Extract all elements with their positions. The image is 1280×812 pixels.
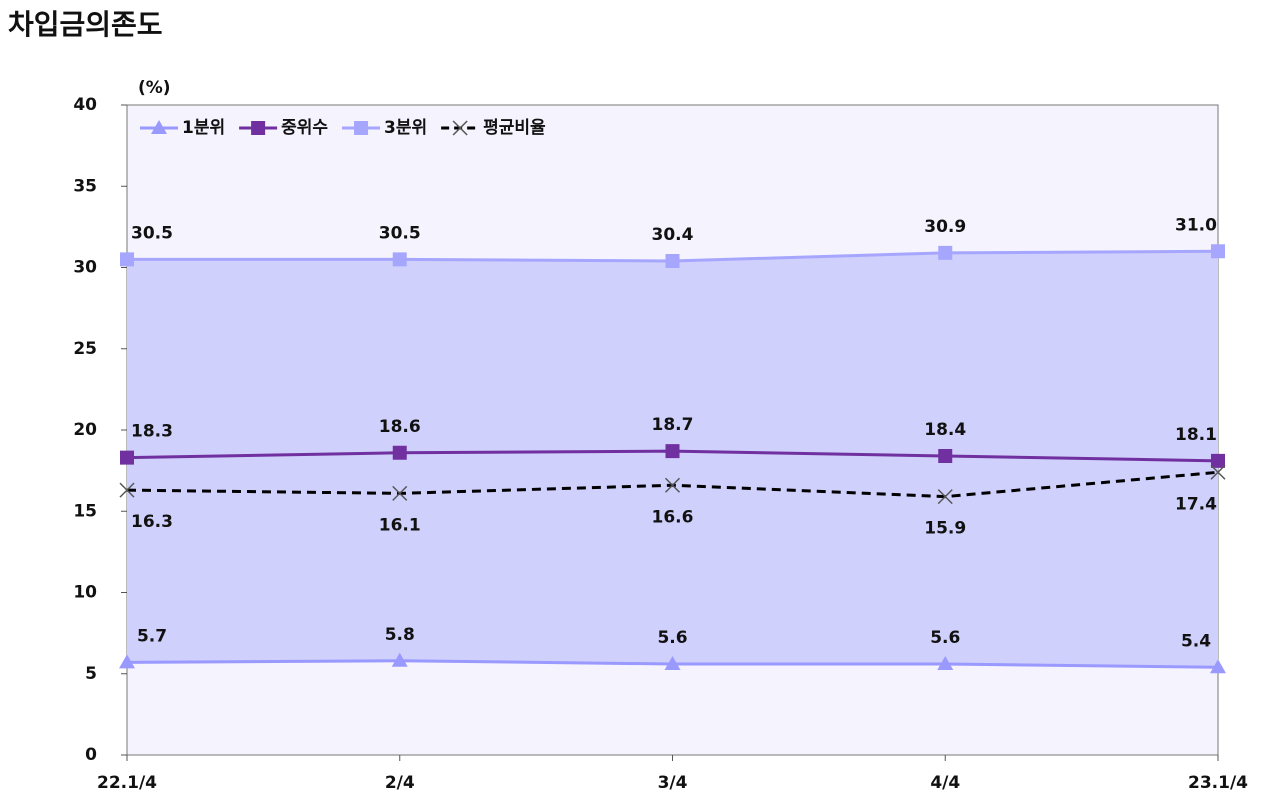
- data-point: [937, 489, 953, 505]
- data-point: [1210, 464, 1226, 480]
- data-point: [120, 252, 134, 267]
- y-tick-label: 40: [73, 95, 97, 115]
- data-point: [664, 656, 681, 670]
- y-tick-label: 25: [73, 339, 97, 359]
- data-label: 5.8: [385, 625, 415, 645]
- y-tick-label: 5: [85, 664, 97, 684]
- y-tick-label: 20: [73, 420, 97, 440]
- data-label: 18.7: [652, 415, 694, 435]
- legend-marker: [452, 120, 468, 136]
- x-tick-label: 4/4: [930, 773, 960, 793]
- data-point: [1211, 244, 1225, 259]
- data-point: [120, 450, 134, 465]
- data-point: [1210, 659, 1226, 674]
- data-label: 18.4: [924, 420, 966, 440]
- data-label: 30.9: [924, 217, 966, 237]
- data-point: [665, 254, 680, 268]
- data-point: [937, 656, 954, 670]
- data-label: 30.5: [131, 223, 173, 243]
- data-point: [665, 444, 680, 459]
- data-label: 18.6: [379, 417, 421, 437]
- data-point: [119, 654, 135, 669]
- data-point: [391, 652, 408, 667]
- data-label: 18.3: [131, 422, 173, 442]
- band-area: [127, 251, 1218, 668]
- legend-label: 평균비율: [483, 118, 546, 138]
- legend-label: 1분위: [182, 118, 225, 138]
- y-tick-label: 0: [85, 745, 97, 765]
- data-label: 30.5: [379, 223, 421, 243]
- y-tick-label: 30: [73, 258, 97, 278]
- data-label: 31.0: [1175, 215, 1217, 235]
- legend-marker: [354, 121, 369, 135]
- data-point: [392, 445, 407, 460]
- data-label: 30.4: [652, 225, 694, 245]
- x-tick-label: 3/4: [658, 773, 688, 793]
- data-point: [392, 485, 408, 501]
- data-label: 5.6: [657, 628, 687, 648]
- data-point: [938, 245, 953, 260]
- data-label: 5.7: [137, 626, 167, 646]
- y-tick-label: 15: [73, 501, 97, 521]
- legend-label: 3분위: [384, 118, 427, 138]
- x-tick-label: 23.1/4: [1188, 773, 1248, 793]
- data-label: 18.1: [1175, 425, 1217, 445]
- data-label: 16.6: [652, 507, 694, 527]
- x-tick-label: 22.1/4: [97, 773, 157, 793]
- y-tick-label: 35: [73, 176, 97, 196]
- data-label: 5.6: [930, 628, 960, 648]
- data-label: 5.4: [1181, 631, 1211, 651]
- data-point: [1211, 453, 1225, 468]
- y-axis-label: (%): [138, 78, 171, 98]
- legend-marker: [251, 121, 266, 135]
- data-point: [938, 449, 953, 463]
- data-point: [119, 482, 135, 498]
- y-tick-label: 10: [73, 583, 97, 603]
- data-label: 16.3: [131, 512, 173, 532]
- legend-marker: [151, 120, 167, 134]
- data-point: [392, 252, 407, 267]
- chart-title: 차입금의존도: [8, 8, 163, 41]
- data-label: 16.1: [379, 515, 421, 535]
- data-label: 15.9: [924, 519, 966, 539]
- x-tick-label: 2/4: [385, 773, 415, 793]
- data-point: [664, 477, 681, 493]
- data-label: 17.4: [1175, 494, 1217, 514]
- legend-label: 중위수: [281, 118, 328, 138]
